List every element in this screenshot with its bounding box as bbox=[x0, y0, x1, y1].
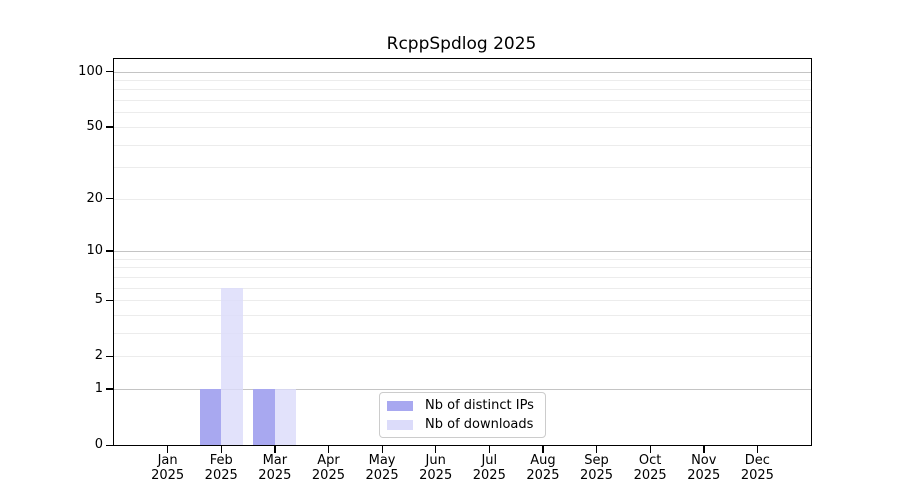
x-axis-tick-label: Apr 2025 bbox=[311, 453, 345, 483]
y-axis-tick bbox=[106, 299, 113, 301]
x-axis-tick bbox=[703, 446, 705, 453]
x-axis-tick-label: Jan 2025 bbox=[151, 453, 185, 483]
y-axis-tick bbox=[106, 71, 113, 73]
x-axis-tick-label: Jul 2025 bbox=[472, 453, 506, 483]
x-axis-tick bbox=[756, 446, 759, 453]
legend-row-distinct-ips: Nb of distinct IPs bbox=[387, 398, 545, 413]
y-axis-tick bbox=[106, 355, 113, 357]
gridline-minor bbox=[114, 276, 811, 278]
y-axis-tick-label: 2 bbox=[94, 348, 103, 364]
x-axis-tick-label: May 2025 bbox=[365, 453, 399, 483]
gridline-minor bbox=[114, 126, 811, 128]
x-axis-tick-label: Dec 2025 bbox=[740, 453, 774, 483]
gridline-minor bbox=[114, 314, 811, 316]
y-axis-tick-label: 100 bbox=[78, 63, 103, 79]
x-axis-tick bbox=[167, 446, 169, 453]
legend-row-downloads: Nb of downloads bbox=[387, 417, 545, 432]
y-axis-tick-label: 20 bbox=[86, 190, 103, 206]
x-axis-tick bbox=[327, 446, 330, 453]
x-axis-tick-label: Nov 2025 bbox=[687, 453, 721, 483]
gridline-major bbox=[114, 388, 811, 390]
gridline-minor bbox=[114, 356, 811, 358]
x-axis-tick bbox=[596, 446, 598, 453]
y-axis-tick bbox=[106, 126, 113, 128]
x-axis-tick bbox=[488, 446, 491, 453]
gridline-minor bbox=[114, 258, 811, 260]
x-axis-tick-label: Jun 2025 bbox=[419, 453, 453, 483]
x-axis-tick bbox=[435, 446, 437, 453]
legend: Nb of distinct IPs Nb of downloads bbox=[379, 392, 546, 438]
bar-distinct-ips bbox=[253, 388, 275, 445]
gridline-minor bbox=[114, 267, 811, 269]
x-axis-tick bbox=[542, 446, 544, 453]
y-axis-tick bbox=[106, 198, 113, 200]
bar-downloads bbox=[274, 388, 297, 445]
x-axis-tick-label: Mar 2025 bbox=[258, 453, 292, 483]
gridline-minor bbox=[114, 300, 811, 302]
gridline-minor bbox=[114, 89, 811, 91]
gridline-minor bbox=[114, 100, 811, 102]
y-axis-tick bbox=[106, 250, 113, 252]
y-axis-tick-label: 5 bbox=[94, 292, 103, 308]
gridline-minor bbox=[114, 332, 811, 334]
y-axis-tick-label: 50 bbox=[86, 118, 103, 134]
gridline-major bbox=[114, 250, 811, 252]
gridline-minor bbox=[114, 144, 811, 146]
x-axis-tick-label: Sep 2025 bbox=[579, 453, 614, 483]
y-axis-tick bbox=[106, 388, 113, 390]
gridline-minor bbox=[114, 167, 811, 169]
x-axis-tick bbox=[220, 446, 223, 453]
gridline-minor bbox=[114, 112, 811, 114]
legend-swatch-downloads bbox=[387, 419, 413, 430]
gridline-minor bbox=[114, 198, 811, 200]
legend-label-downloads: Nb of downloads bbox=[425, 417, 534, 432]
bar-distinct-ips bbox=[199, 388, 222, 445]
plot-area: Nb of distinct IPs Nb of downloads 0 1 2 5 1… bbox=[78, 58, 812, 483]
gridline-minor bbox=[114, 80, 811, 82]
x-axis-tick bbox=[381, 446, 383, 453]
chart-title: RcppSpdlog 2025 bbox=[386, 34, 537, 54]
y-axis-tick bbox=[106, 444, 113, 446]
x-axis-tick bbox=[274, 446, 276, 453]
x-axis-tick-label: Feb 2025 bbox=[204, 453, 238, 483]
gridline-minor bbox=[114, 287, 811, 289]
legend-swatch-distinct-ips bbox=[387, 400, 413, 411]
x-axis-tick bbox=[649, 446, 651, 453]
gridline-major bbox=[114, 71, 811, 73]
y-axis-tick-label: 10 bbox=[86, 242, 103, 258]
bar-downloads bbox=[221, 287, 243, 445]
x-axis-tick-label: Aug 2025 bbox=[526, 453, 560, 483]
x-axis-tick-label: Oct 2025 bbox=[633, 453, 667, 483]
y-axis-tick-label: 0 bbox=[94, 437, 103, 452]
y-axis-tick-label: 1 bbox=[94, 380, 103, 396]
legend-label-distinct-ips: Nb of distinct IPs bbox=[425, 398, 534, 413]
